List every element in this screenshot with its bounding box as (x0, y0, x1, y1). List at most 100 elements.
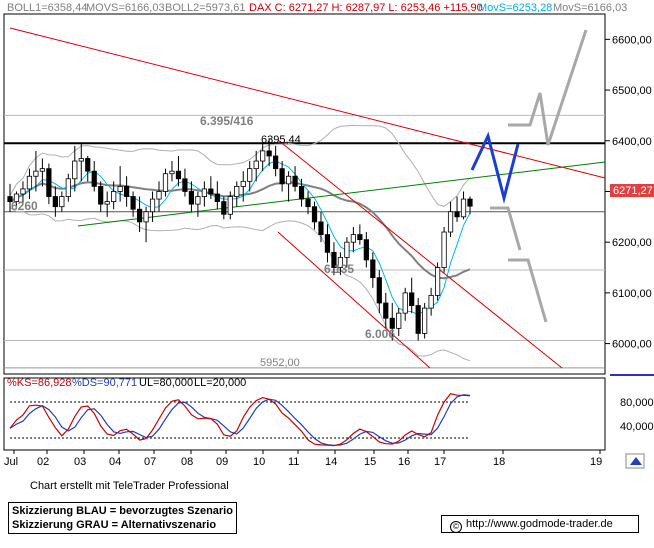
time-tick-label: 18 (493, 456, 505, 468)
candle-body (415, 305, 421, 334)
candle-body (273, 155, 279, 170)
candle-body (447, 211, 454, 233)
ks-line (9, 393, 471, 447)
price-tick-label: 6600,00 (612, 34, 652, 46)
candle-body (156, 191, 162, 200)
time-tick-label: 04 (109, 456, 121, 468)
trendline-red-lower (277, 231, 431, 369)
horizontal-levels (4, 114, 605, 369)
trend-lines (9, 27, 606, 369)
chart-credit: Chart erstellt mit TeleTrader Profession… (30, 480, 229, 492)
moving-average-slow (9, 181, 471, 280)
time-tick-label: 15 (364, 456, 376, 468)
scenario-gray-up (508, 29, 588, 146)
price-tick-label: 6200,00 (612, 237, 652, 249)
candle-body (72, 160, 78, 180)
level-5952-label: 5952,00 (260, 357, 300, 369)
candle-body (409, 292, 415, 306)
time-tick-label: 07 (144, 456, 156, 468)
legend-gray: Skizzierung GRAU = Alternativszenario (12, 519, 217, 531)
candle-body (441, 231, 447, 268)
movs-black-label: MovS=6166,03 (553, 2, 627, 14)
candle-body (331, 251, 337, 268)
candle-body (201, 188, 207, 197)
candle-body (227, 196, 233, 215)
time-tick-label: 11 (288, 456, 299, 468)
level-6135-label: 6.135 (324, 262, 354, 276)
boll2-label: BOLL2=5973,61 (165, 2, 245, 14)
trendline-red-long (9, 27, 606, 179)
candle-body (337, 256, 344, 268)
trendline-red-upper (277, 139, 563, 369)
legend-blue: Skizzierung BLAU = bevorzugtes Szenario (12, 505, 233, 517)
level-6395-44-label: 6395,44 (261, 134, 301, 146)
price-tick-label: 6400,00 (612, 136, 652, 148)
trendline-green (77, 161, 606, 227)
candle-body (376, 277, 382, 304)
ks-label: %KS=86,928 (7, 377, 72, 389)
current-price-label: 6271,27 (613, 185, 653, 197)
time-tick-label: 08 (181, 456, 193, 468)
price-tick-label: 6000,00 (612, 339, 652, 351)
candle-body (117, 185, 123, 192)
candle-body (91, 170, 97, 187)
candle-body (389, 317, 395, 329)
price-axis: 6600,006500,006400,006300,006200,006100,… (605, 34, 652, 351)
candle-body (266, 150, 272, 157)
candle-body (26, 175, 33, 190)
scenario-legend: Skizzierung BLAU = bevorzugtes Szenario … (8, 502, 237, 534)
candle-body (240, 180, 246, 187)
candle-body (292, 175, 298, 187)
candle-body (221, 201, 227, 215)
candle-body (467, 198, 473, 207)
candle-body (454, 211, 460, 218)
axis-marker (610, 374, 654, 376)
candle-body (98, 185, 104, 205)
candle-body (298, 185, 305, 200)
candle-body (285, 175, 292, 185)
candle-body (253, 160, 259, 170)
website-link[interactable]: © http://www.godmode-trader.de (441, 515, 639, 533)
copyright-icon: © (450, 521, 462, 533)
candle-body (370, 259, 376, 279)
oscillator-tick-label: 40,000 (620, 421, 654, 433)
candle-body (111, 191, 117, 203)
scenario-gray-down (508, 258, 548, 323)
candle-body (65, 178, 71, 197)
level-6260-label: 6260 (11, 199, 38, 213)
candle-body (344, 241, 350, 258)
website-url: http://www.godmode-trader.de (466, 518, 613, 530)
candle-body (396, 312, 402, 329)
candle-body (182, 178, 188, 192)
candle-body (85, 158, 91, 172)
candle-body (104, 201, 110, 205)
candle-body (175, 170, 182, 180)
candle-body (195, 196, 201, 205)
candle-body (136, 208, 143, 223)
candle-body (311, 206, 318, 223)
time-tick-label: 17 (434, 456, 446, 468)
time-tick-label: 14 (325, 456, 337, 468)
candle-body (33, 170, 39, 177)
candle-body (149, 198, 156, 213)
candle-body (46, 168, 52, 197)
candle-body (52, 196, 58, 208)
level-6395-416-label: 6.395/416 (200, 114, 254, 128)
candle-body (13, 193, 20, 203)
candle-body (162, 173, 169, 192)
level-6006-label: 6.006 (365, 327, 395, 341)
candle-body (435, 267, 441, 296)
candle-body (350, 234, 356, 243)
time-tick-label: Jul (4, 456, 18, 468)
candle-body (318, 221, 324, 235)
candle-body (130, 196, 136, 210)
time-tick-label: 19 (590, 456, 602, 468)
candle-body (214, 193, 220, 203)
ll-label: LL=20,000 (194, 377, 246, 389)
candle-body (402, 292, 408, 314)
candle-body (279, 168, 285, 185)
moving-average-fast (9, 160, 471, 316)
bollinger-lower (9, 207, 471, 362)
movs-label: MOVS=6166,03 (86, 2, 165, 14)
